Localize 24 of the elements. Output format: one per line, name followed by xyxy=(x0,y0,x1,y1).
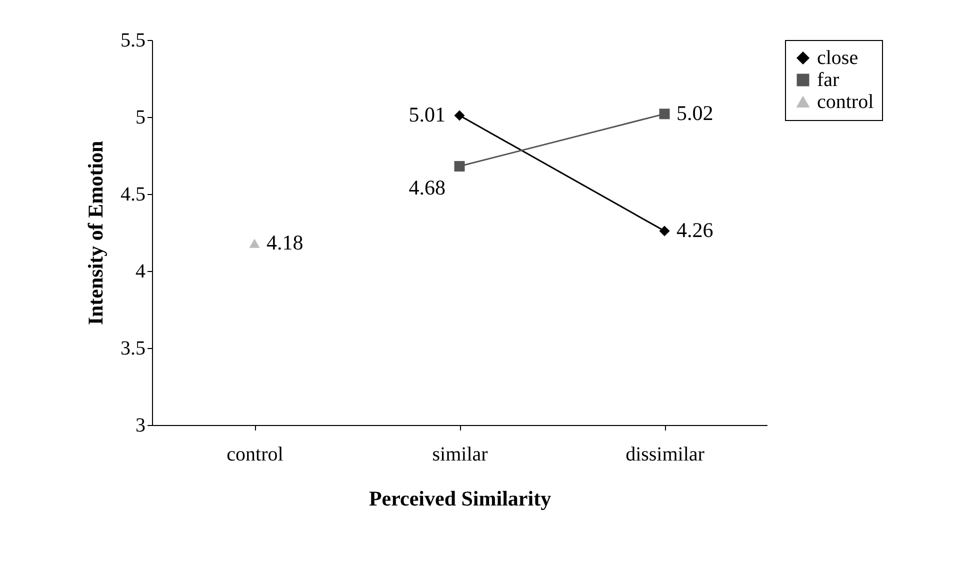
point xyxy=(249,238,260,248)
point xyxy=(659,108,670,120)
y-tick-label: 5.5 xyxy=(120,30,146,52)
legend-label: close xyxy=(817,47,858,69)
y-tick-label: 5 xyxy=(136,106,146,128)
x-axis-title: Perceived Similarity xyxy=(368,486,552,510)
data-label: 4.68 xyxy=(408,175,446,200)
data-label: 5.02 xyxy=(676,100,714,125)
x-tick-label: dissimilar xyxy=(626,444,705,466)
y-tick-label: 4 xyxy=(136,260,146,282)
data-label: 4.26 xyxy=(676,218,714,242)
legend-label: control xyxy=(817,91,874,113)
y-axis-title: Intensity of Emotion xyxy=(84,140,108,326)
point xyxy=(454,110,465,121)
data-label: 4.18 xyxy=(266,230,304,254)
legend-label: far xyxy=(817,69,840,91)
x-tick-label: control xyxy=(226,444,284,466)
point xyxy=(454,161,465,172)
y-tick-label: 3.5 xyxy=(120,338,146,360)
data-label: 5.01 xyxy=(408,102,446,126)
y-tick-label: 4.5 xyxy=(120,184,146,206)
y-tick-label: 3 xyxy=(136,414,146,436)
x-tick-label: similar xyxy=(432,444,488,466)
point xyxy=(659,226,670,236)
